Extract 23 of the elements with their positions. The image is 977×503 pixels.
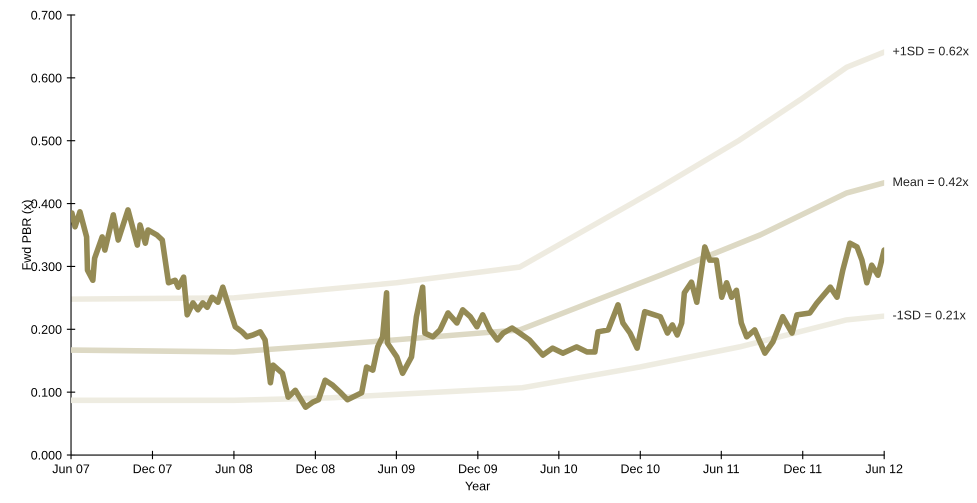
x-tick-label: Jun 11 (703, 464, 739, 474)
series-label: -1SD = 0.21x (893, 310, 966, 320)
y-tick-label: 0.200 (31, 325, 62, 334)
x-tick-label: Dec 11 (784, 464, 822, 474)
x-tick-label: Dec 07 (134, 464, 172, 474)
x-tick-label: Dec 08 (296, 464, 335, 474)
y-tick-label: 0.100 (31, 388, 62, 397)
x-axis-title: Year (465, 482, 490, 490)
x-tick-label: Jun 07 (52, 464, 90, 474)
y-tick-label: 0.500 (31, 136, 62, 146)
x-tick-label: Dec 10 (622, 464, 660, 474)
series-label: +1SD = 0.62x (893, 46, 969, 56)
x-tick-label: Jun 10 (540, 464, 578, 474)
x-tick-label: Jun 12 (866, 464, 902, 474)
y-tick-label: 0.000 (31, 450, 62, 460)
y-tick-label: 0.600 (31, 74, 62, 82)
y-tick-label: 0.400 (31, 199, 62, 208)
x-tick-label: Dec 09 (459, 464, 498, 474)
y-tick-label: 0.300 (31, 262, 62, 272)
series-label: Mean = 0.42x (894, 177, 968, 186)
x-tick-label: Jun 08 (215, 464, 252, 474)
y-tick-label: 0.700 (31, 10, 62, 20)
x-tick-label: Jun 09 (378, 464, 415, 474)
